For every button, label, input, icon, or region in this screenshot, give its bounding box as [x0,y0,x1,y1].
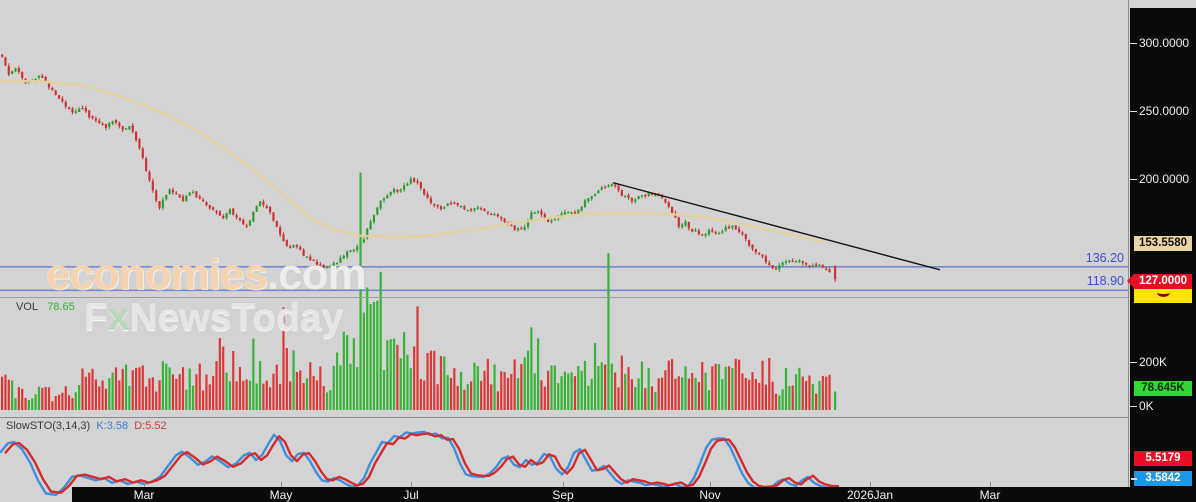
watermark-brand-main: economies [46,250,268,299]
last-price-tag: 127.0000 [1127,274,1192,289]
price-tick-300: 300.0000 [1130,36,1189,50]
tick-dash [1130,110,1137,112]
sto-d-tag: 5.5179 [1134,451,1192,466]
volume-panel-label: VOL 78.65 [16,301,75,313]
price-tick-200: 200.0000 [1130,172,1189,186]
volume-tick-0k: 0K [1130,399,1154,413]
yellow-tag-glyph [1156,288,1170,297]
volume-panel-separator [0,297,1128,298]
sto-k-tag-tick [1131,478,1137,480]
x-axis-tick-mark [990,482,991,487]
x-axis-month-label: Mar [979,488,1001,502]
x-axis-tick-mark [710,482,711,487]
volume-tick-label: 0K [1139,399,1154,413]
sto-panel-label: SlowSTO(3,14,3) K:3.58 D:5.52 [6,420,167,432]
sto-panel-separator [0,417,1128,418]
sto-label-text: SlowSTO(3,14,3) [6,420,91,432]
sto-k-value: K:3.58 [96,420,129,432]
price-tick-label: 200.0000 [1139,172,1190,186]
x-axis-tick-mark [411,482,412,487]
x-axis-month-label: May [269,488,293,502]
watermark-brand-suffix: .com [266,250,367,299]
support-line-label-1: 136.20 [1085,250,1124,265]
x-axis-month-label: Mar [133,488,155,502]
watermark-fx-f: F [84,296,108,339]
price-tag-arrow-icon [1127,274,1134,288]
tick-dash [1130,405,1137,407]
volume-current-value: 78.65 [47,301,75,313]
last-price-text: 127.0000 [1139,275,1187,287]
x-axis-month-label: 2026Jan [846,488,894,502]
axis-border [1128,0,1129,502]
x-axis-month-label: Nov [699,488,721,502]
tick-dash [1130,42,1137,44]
x-axis-month-label: Sep [552,488,574,502]
volume-tick-200k: 200K [1130,355,1167,369]
price-tick-label: 250.0000 [1139,104,1190,118]
x-axis-tick-mark [563,482,564,487]
price-axis-panel[interactable] [1130,8,1196,502]
tick-dash [1130,361,1137,363]
x-axis-tick-mark [144,482,145,487]
x-axis-month-label: Jul [403,488,419,502]
volume-tick-label: 200K [1139,355,1168,369]
watermark-fxnewstoday: FxNewsToday [84,296,343,340]
tick-dash [1130,178,1137,180]
sto-k-tag: 3.5842 [1134,471,1192,486]
watermark-fx-x: x [107,296,130,339]
ma-value-tag: 153.5580 [1134,236,1192,251]
time-axis-strip[interactable] [72,487,1196,502]
watermark-economies: economies.com [46,250,367,300]
x-axis-tick-mark [281,482,282,487]
x-axis-tick-mark [870,482,871,487]
yellow-highlight-tag [1134,288,1192,303]
volume-value-tag: 78.645K [1134,381,1192,396]
volume-label-text: VOL [16,301,39,313]
sto-d-value: D:5.52 [134,420,167,432]
price-tick-250: 250.0000 [1130,104,1189,118]
support-line-label-2: 118.90 [1086,274,1124,289]
price-tick-label: 300.0000 [1139,36,1190,50]
watermark-fx-rest: NewsToday [129,296,344,339]
